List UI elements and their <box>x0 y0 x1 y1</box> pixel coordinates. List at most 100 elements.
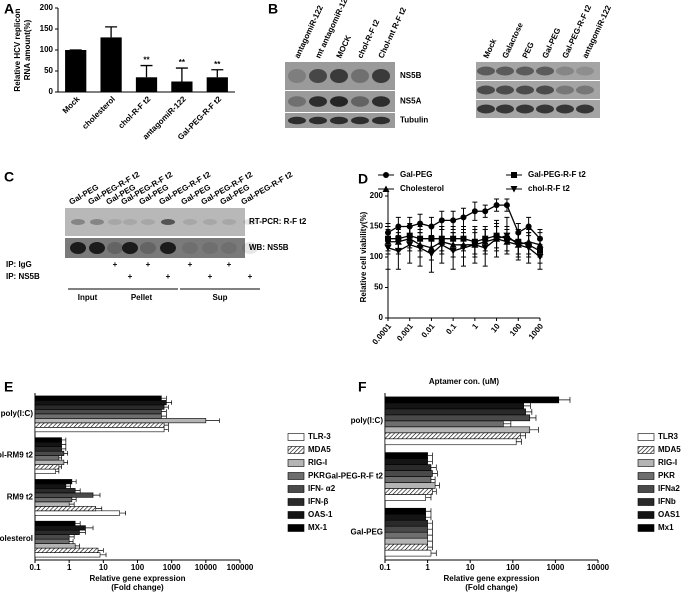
blot-band <box>122 242 138 254</box>
data-point <box>438 217 445 224</box>
bar <box>34 538 70 544</box>
data-point <box>471 241 479 249</box>
bar <box>100 37 122 92</box>
y-axis-label: Relative HCV replicon <box>13 8 22 91</box>
blot-band <box>288 116 306 125</box>
x-tick-label: Mock <box>61 94 82 115</box>
blot-band <box>351 96 369 107</box>
bar <box>34 483 67 489</box>
legend-marker <box>511 172 517 178</box>
bar <box>34 497 73 503</box>
data-point <box>525 244 533 252</box>
bar <box>34 464 60 470</box>
y-tick-label: Gal-PEG-R-F t2 <box>325 472 383 481</box>
bar <box>34 479 73 485</box>
error-bar <box>427 520 433 527</box>
blot-band <box>140 242 156 254</box>
error-bar <box>71 479 77 484</box>
x-tick-label: 0.01 <box>420 321 437 339</box>
data-point <box>460 244 468 252</box>
error-bar <box>558 396 571 403</box>
x-tick-label: 10 <box>466 563 475 572</box>
legend-swatch <box>287 446 305 454</box>
y-tick-label: cholesterol <box>0 534 33 543</box>
x-axis-label: Aptamer con. (uM) <box>429 377 500 386</box>
legend-label: MX-1 <box>308 523 328 532</box>
x-tick-label: 1000 <box>527 321 546 341</box>
blot-band <box>477 104 495 114</box>
legend-label: MDA5 <box>308 445 331 454</box>
error-bar <box>61 437 67 443</box>
blot-band <box>141 219 155 225</box>
legend-marker <box>510 186 518 193</box>
data-point <box>471 208 478 215</box>
x-tick-label: 1 <box>67 563 72 572</box>
error-bar <box>205 418 220 423</box>
error-bar <box>427 544 433 551</box>
bar <box>384 543 428 551</box>
ip-mark: + <box>166 272 171 281</box>
bar <box>384 476 432 483</box>
data-point <box>449 247 457 255</box>
x-tick-label: 0.001 <box>395 321 415 343</box>
bar <box>34 409 162 415</box>
bar <box>34 506 97 512</box>
y-tick-label: 150 <box>370 222 384 231</box>
blot-band <box>372 96 390 107</box>
error-bar <box>65 483 71 489</box>
row-label: NS5A <box>400 97 422 106</box>
panel-letter: E <box>4 379 13 395</box>
ip-mark: + <box>113 260 118 269</box>
error-bar <box>427 538 433 545</box>
legend-label: PKR <box>308 471 325 480</box>
lane-label: MOCK <box>335 34 354 60</box>
data-point <box>450 217 457 224</box>
blot-band <box>222 219 236 225</box>
lane-label: Gal-PEG <box>541 27 563 60</box>
legend-label: OAS-1 <box>308 510 333 519</box>
legend-swatch <box>637 511 655 519</box>
bar <box>384 426 531 434</box>
y-tick-label: 100 <box>40 45 54 54</box>
error-bar <box>516 438 522 445</box>
panel-letter: F <box>358 379 367 395</box>
data-point <box>417 220 424 227</box>
error-bar <box>425 508 432 515</box>
blot-band <box>108 219 122 225</box>
error-bar <box>430 464 437 471</box>
error-bar <box>105 26 118 38</box>
bar <box>34 437 62 443</box>
blot-band <box>89 242 105 254</box>
bar <box>34 455 60 461</box>
error-bar <box>529 426 539 433</box>
blot-band <box>556 85 574 95</box>
blot-strip <box>65 238 245 258</box>
blot-band <box>536 66 554 76</box>
bar <box>384 525 428 533</box>
x-tick-label: 100000 <box>227 563 254 572</box>
data-point <box>493 235 501 243</box>
data-point <box>384 244 392 252</box>
bar <box>384 396 560 404</box>
blot-band <box>516 66 534 76</box>
panel-letter: B <box>268 1 278 17</box>
blot-band <box>330 69 348 83</box>
blot-band <box>123 219 137 225</box>
x-tick-label: 100 <box>506 563 520 572</box>
x-tick-label: 0.0001 <box>371 321 394 346</box>
bar <box>34 520 76 526</box>
bar <box>384 420 504 428</box>
blot-band <box>288 96 306 107</box>
blot-band <box>70 242 86 254</box>
y-tick-label: 0 <box>49 87 54 96</box>
group-label: Input <box>78 293 98 302</box>
blot-band <box>107 242 123 254</box>
legend-marker <box>383 172 389 178</box>
error-bar <box>175 67 188 82</box>
blot-band <box>183 219 197 225</box>
ip-label: IP: IgG <box>6 260 32 269</box>
panel-letter: D <box>358 171 368 187</box>
legend-swatch <box>287 485 305 493</box>
legend-label: IFN-β <box>308 497 329 506</box>
